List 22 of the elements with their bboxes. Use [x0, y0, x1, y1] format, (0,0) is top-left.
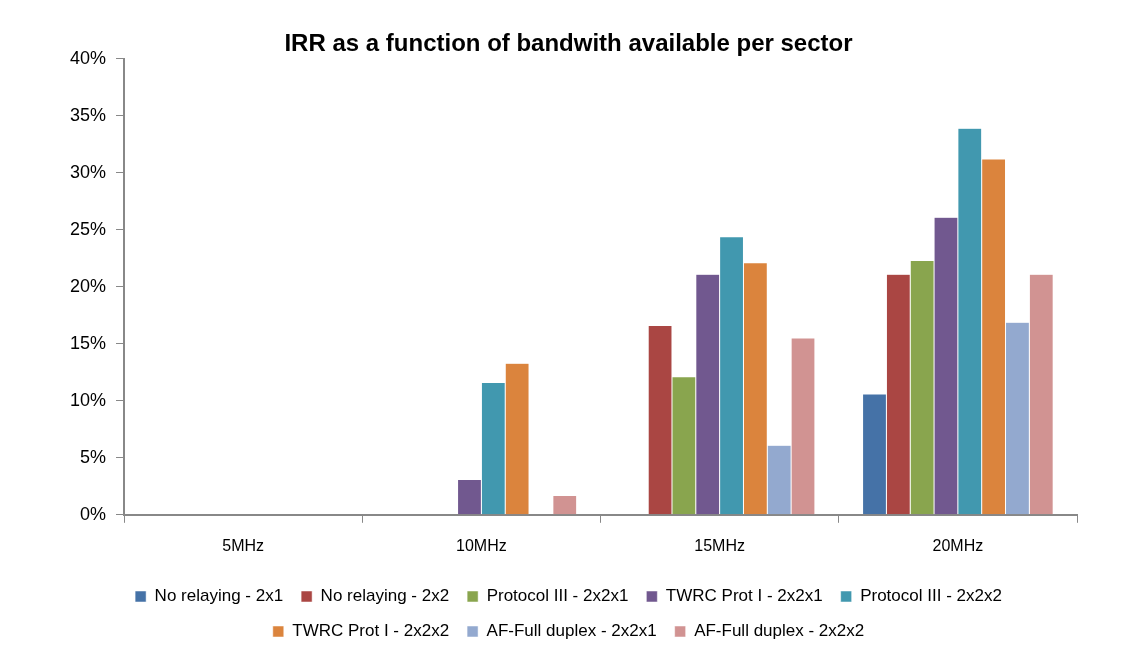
y-tick-label: 35% [70, 104, 107, 125]
legend-label: AF-Full duplex - 2x2x2 [694, 621, 865, 641]
legend-label: No relaying - 2x1 [154, 586, 284, 606]
legend-label: No relaying - 2x2 [320, 586, 450, 606]
y-tick-label: 5% [80, 446, 107, 467]
legend-label: Protocol III - 2x2x1 [486, 586, 629, 606]
y-tick-label: 15% [70, 332, 107, 353]
legend-label: Protocol III - 2x2x2 [860, 586, 1002, 606]
y-tick-label: 0% [80, 503, 107, 524]
y-tick-label: 25% [70, 218, 107, 239]
y-tick-label: 20% [70, 275, 107, 296]
y-tick-label: 40% [70, 47, 107, 68]
x-tick-label: 5MHz [222, 536, 265, 554]
y-tick-label: 10% [70, 389, 107, 410]
legend-label: TWRC Prot I - 2x2x2 [292, 621, 450, 641]
legend-label: TWRC Prot I - 2x2x1 [665, 586, 823, 606]
y-tick-label: 30% [70, 161, 107, 182]
legend-label: AF-Full duplex - 2x2x1 [486, 621, 657, 641]
x-tick-label: 15MHz [694, 536, 745, 554]
chart-title: IRR as a function of bandwith available per sector [284, 29, 853, 57]
x-tick-label: 20MHz [932, 536, 984, 554]
x-tick-label: 10MHz [456, 536, 507, 554]
